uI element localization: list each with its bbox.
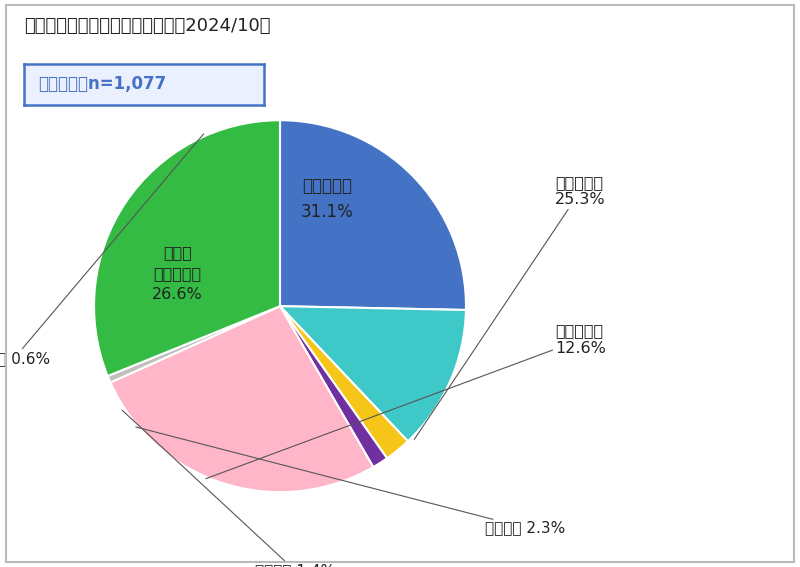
Wedge shape	[280, 306, 466, 441]
Text: 時代力量 2.3%: 時代力量 2.3%	[136, 427, 565, 535]
Text: 民主進步黨
31.1%: 民主進步黨 31.1%	[301, 176, 354, 221]
Wedge shape	[110, 306, 374, 492]
Wedge shape	[280, 306, 387, 467]
Text: 不知道 0.6%: 不知道 0.6%	[0, 134, 204, 366]
Wedge shape	[280, 120, 466, 310]
Text: 中國國民黨
25.3%: 中國國民黨 25.3%	[414, 175, 606, 439]
Text: 台灣民眾黨
12.6%: 台灣民眾黨 12.6%	[206, 323, 606, 479]
Text: 圖１：台灣人的政黨支持傾向　（2024/10）: 圖１：台灣人的政黨支持傾向 （2024/10）	[24, 17, 270, 35]
Wedge shape	[94, 120, 280, 376]
Text: 樣本總數：n=1,077: 樣本總數：n=1,077	[38, 75, 166, 94]
Wedge shape	[280, 306, 408, 458]
Text: 其他政黨 1.4%: 其他政黨 1.4%	[122, 411, 335, 567]
Wedge shape	[108, 306, 280, 383]
Text: 沒支持
哪一個政黨
26.6%: 沒支持 哪一個政黨 26.6%	[152, 244, 202, 302]
